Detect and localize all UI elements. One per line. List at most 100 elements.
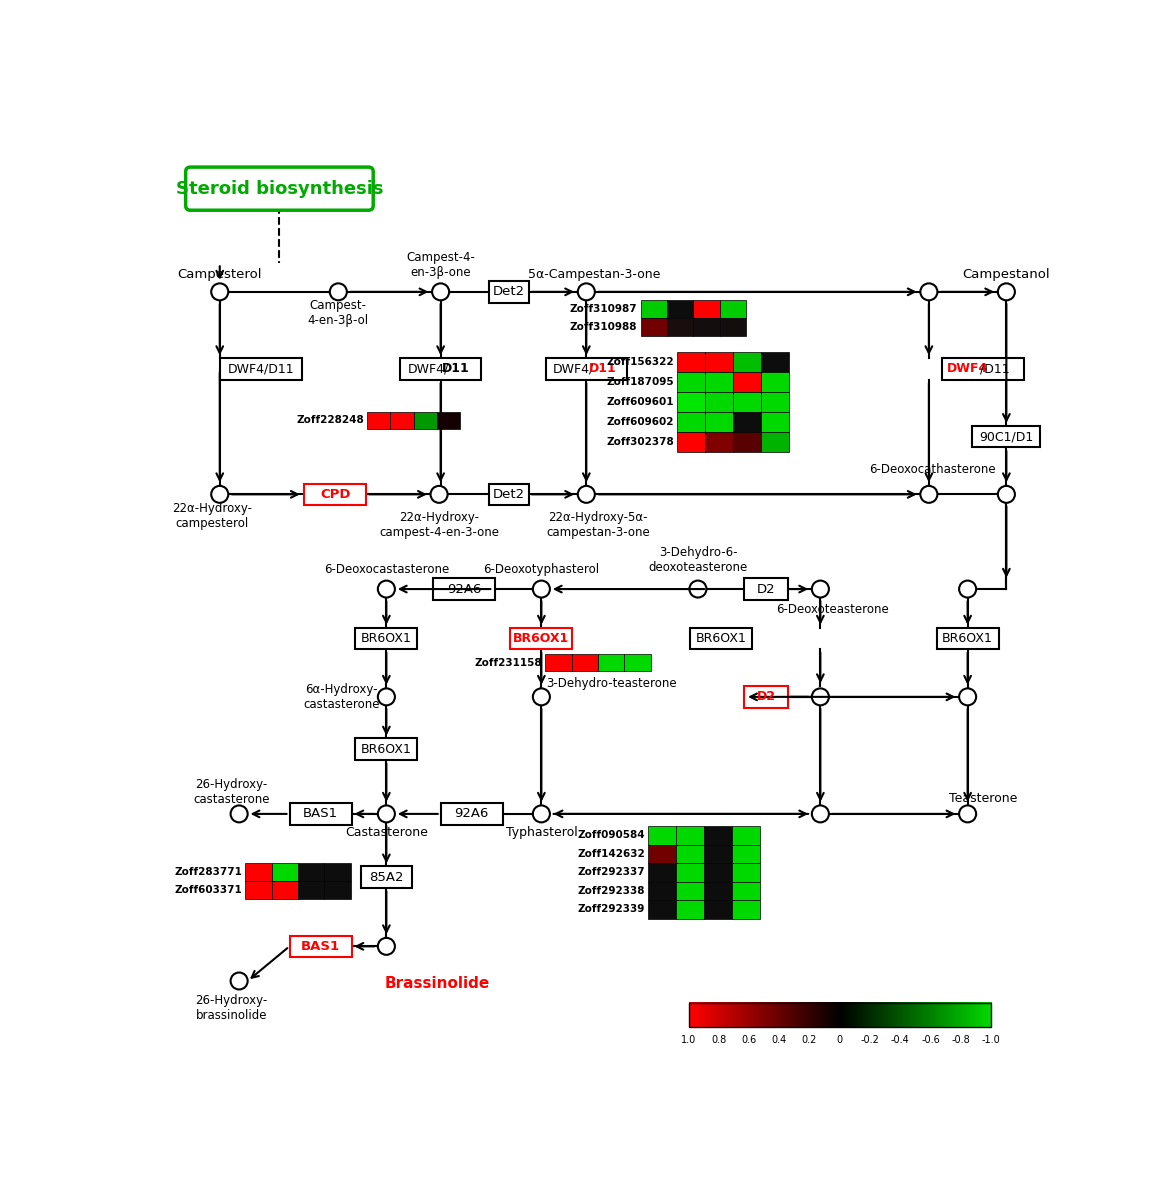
Bar: [704, 900, 732, 919]
Circle shape: [998, 283, 1015, 300]
Text: Campesterol: Campesterol: [178, 269, 262, 281]
Text: Det2: Det2: [493, 286, 525, 299]
Bar: [676, 827, 704, 845]
Text: Teasterone: Teasterone: [949, 792, 1017, 805]
Bar: [355, 738, 417, 760]
Bar: [973, 426, 1040, 448]
Bar: [546, 358, 627, 379]
Text: Zoff292339: Zoff292339: [577, 905, 645, 914]
Text: -0.6: -0.6: [921, 1034, 940, 1045]
Bar: [693, 300, 720, 318]
Text: 92A6: 92A6: [455, 808, 489, 821]
Bar: [304, 484, 366, 505]
Text: -1.0: -1.0: [982, 1034, 1001, 1045]
Bar: [441, 803, 503, 824]
Text: Zoff292338: Zoff292338: [577, 886, 645, 896]
Bar: [649, 900, 676, 919]
Text: -0.4: -0.4: [891, 1034, 909, 1045]
Bar: [761, 352, 789, 372]
Bar: [689, 1002, 991, 1027]
Circle shape: [212, 486, 228, 503]
Bar: [545, 654, 572, 672]
Text: 90C1/D1: 90C1/D1: [980, 430, 1033, 443]
Circle shape: [533, 689, 549, 706]
Bar: [649, 845, 676, 863]
Bar: [677, 352, 705, 372]
Text: Zoff310987: Zoff310987: [569, 304, 637, 314]
Text: 0.8: 0.8: [711, 1034, 726, 1045]
Bar: [720, 300, 746, 318]
Bar: [733, 372, 761, 392]
Text: 26-Hydroxy-
castasterone: 26-Hydroxy- castasterone: [193, 779, 270, 806]
Text: 6-Deoxocastasterone: 6-Deoxocastasterone: [324, 563, 449, 576]
Circle shape: [330, 283, 347, 300]
Text: Zoff302378: Zoff302378: [607, 437, 673, 446]
Text: 22α-Hydroxy-
campest-4-en-3-one: 22α-Hydroxy- campest-4-en-3-one: [379, 511, 499, 539]
Text: 92A6: 92A6: [447, 582, 482, 595]
Text: Typhasterol: Typhasterol: [505, 826, 577, 839]
Text: CPD: CPD: [320, 488, 351, 500]
Bar: [733, 352, 761, 372]
Bar: [676, 845, 704, 863]
Bar: [220, 358, 302, 379]
Circle shape: [920, 283, 938, 300]
Bar: [361, 866, 411, 888]
Bar: [704, 845, 732, 863]
Bar: [705, 392, 733, 412]
Bar: [732, 882, 760, 900]
Text: 6α-Hydroxy-
castasterone: 6α-Hydroxy- castasterone: [303, 683, 380, 710]
Bar: [761, 432, 789, 452]
Circle shape: [920, 486, 938, 503]
Bar: [667, 300, 693, 318]
Text: Zoff609601: Zoff609601: [607, 397, 673, 407]
Circle shape: [959, 581, 976, 598]
Bar: [290, 803, 352, 824]
Bar: [676, 863, 704, 882]
Bar: [599, 654, 624, 672]
Text: Zoff156322: Zoff156322: [607, 356, 673, 367]
Bar: [733, 392, 761, 412]
Bar: [704, 882, 732, 900]
Text: 3-Dehydro-teasterone: 3-Dehydro-teasterone: [546, 677, 677, 690]
Text: 0.4: 0.4: [772, 1034, 787, 1045]
Text: 1.0: 1.0: [682, 1034, 697, 1045]
Bar: [676, 882, 704, 900]
Bar: [720, 318, 746, 336]
Circle shape: [230, 805, 248, 822]
Text: -0.2: -0.2: [860, 1034, 879, 1045]
Bar: [676, 900, 704, 919]
Text: Zoff228248: Zoff228248: [296, 415, 364, 426]
Text: 0: 0: [837, 1034, 843, 1045]
Text: 3-Dehydro-6-
deoxoteasterone: 3-Dehydro-6- deoxoteasterone: [649, 546, 747, 574]
Text: BR6OX1: BR6OX1: [513, 632, 569, 644]
Text: BR6OX1: BR6OX1: [696, 632, 747, 644]
Circle shape: [430, 486, 448, 503]
Text: Campestanol: Campestanol: [962, 269, 1050, 281]
Bar: [745, 578, 788, 600]
Bar: [367, 412, 390, 428]
Text: BR6OX1: BR6OX1: [361, 743, 411, 756]
Bar: [511, 628, 573, 649]
Bar: [936, 628, 998, 649]
Bar: [705, 352, 733, 372]
Text: 85A2: 85A2: [369, 870, 403, 883]
Bar: [245, 863, 271, 881]
Bar: [355, 628, 417, 649]
Bar: [732, 863, 760, 882]
Bar: [942, 358, 1024, 379]
Bar: [677, 432, 705, 452]
Bar: [290, 936, 352, 958]
Text: D2: D2: [756, 690, 775, 703]
Text: Zoff310988: Zoff310988: [570, 322, 637, 332]
Bar: [705, 372, 733, 392]
Bar: [761, 412, 789, 432]
Text: Det2: Det2: [493, 488, 525, 500]
Circle shape: [533, 581, 549, 598]
Bar: [667, 318, 693, 336]
Text: Campest-
4-en-3β-ol: Campest- 4-en-3β-ol: [307, 299, 369, 328]
FancyBboxPatch shape: [186, 167, 373, 210]
Text: Zoff603371: Zoff603371: [174, 884, 242, 895]
Text: D11: D11: [442, 362, 470, 376]
Text: 26-Hydroxy-
brassinolide: 26-Hydroxy- brassinolide: [195, 994, 268, 1022]
Bar: [489, 281, 530, 302]
